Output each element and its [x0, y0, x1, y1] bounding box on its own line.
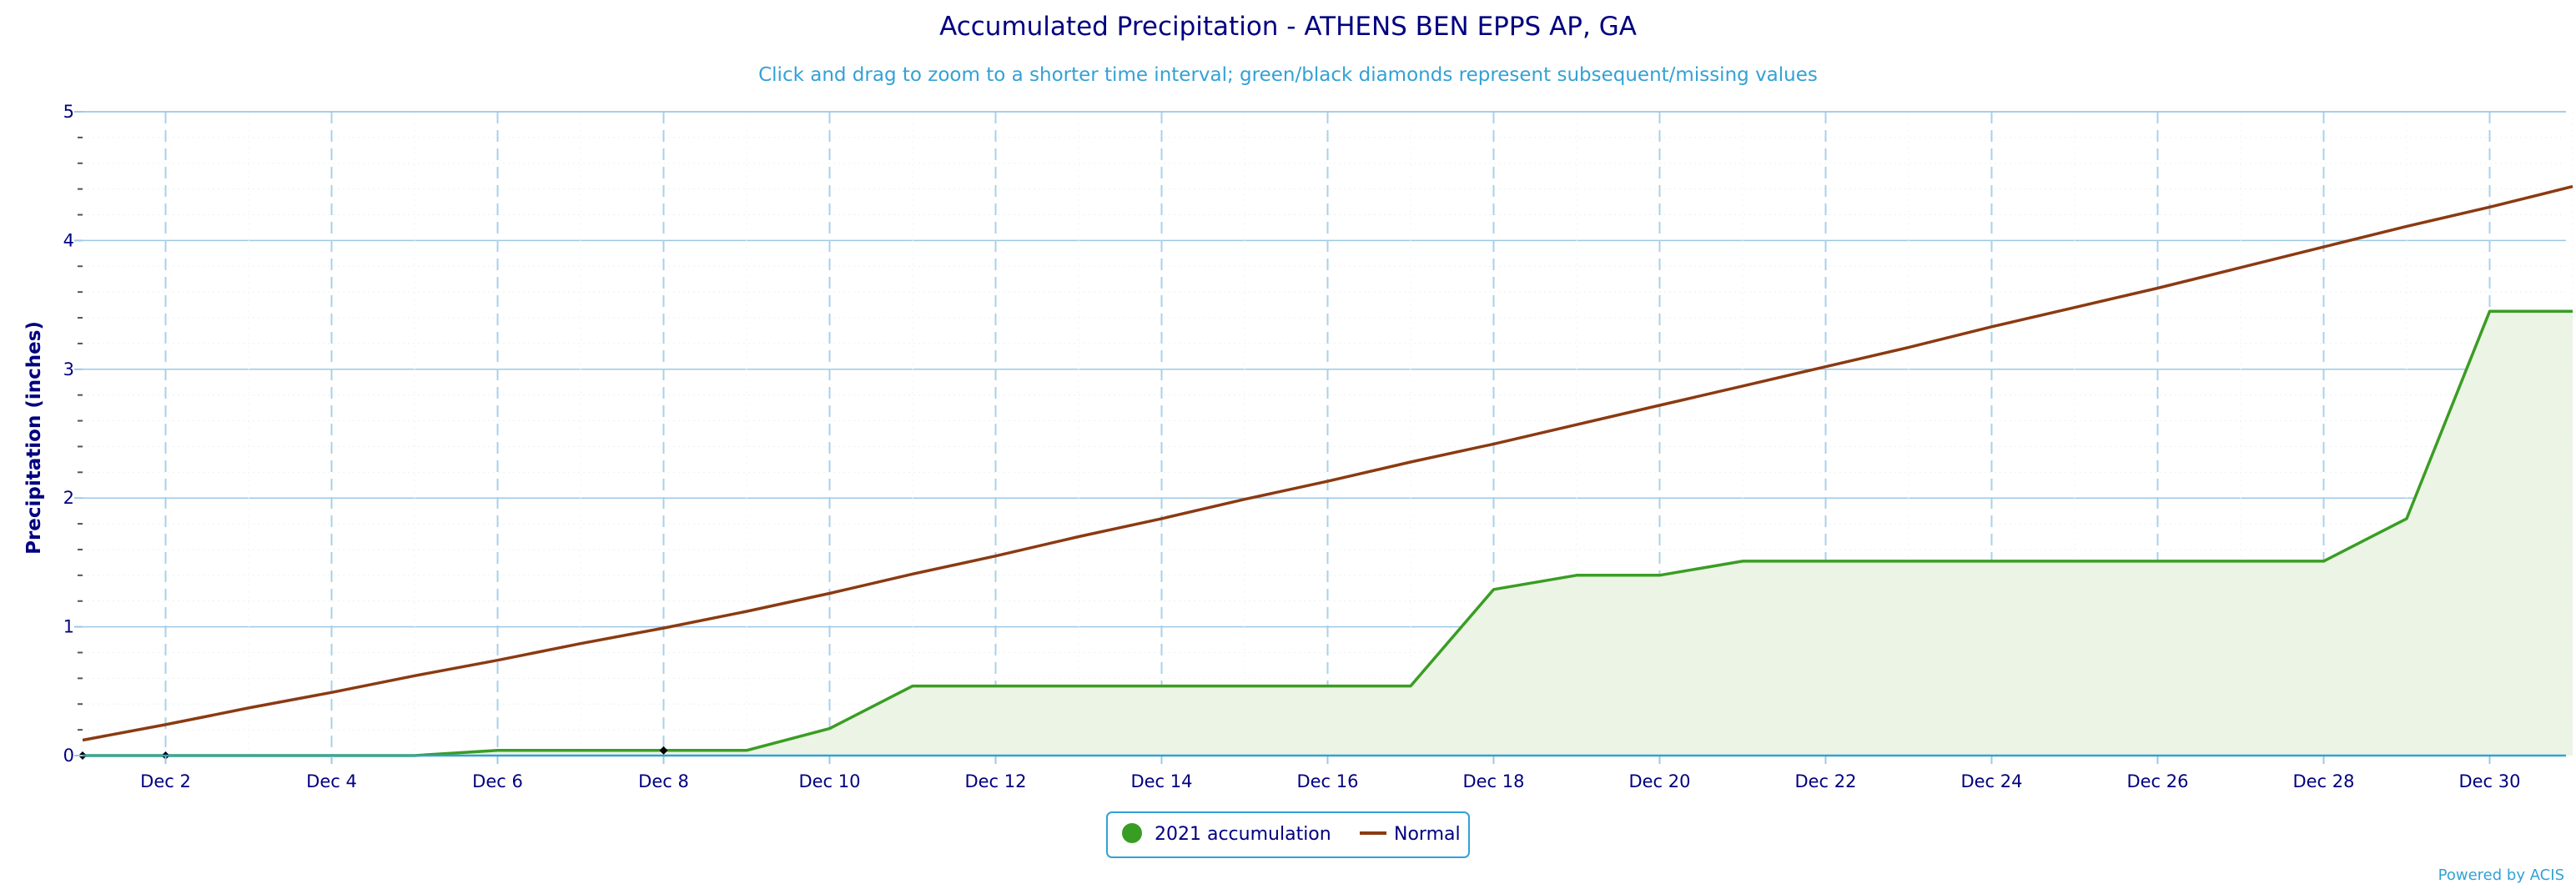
legend-box	[1106, 811, 1470, 858]
accumulation-area	[83, 311, 2573, 756]
y-tick-label: 4	[63, 230, 74, 250]
legend-circle-icon	[1122, 823, 1142, 843]
legend-label: Normal	[1394, 824, 1461, 845]
normal-line	[82, 184, 2573, 742]
x-tick-label: Dec 26	[2126, 771, 2188, 791]
chart-title: Accumulated Precipitation - ATHENS BEN E…	[939, 12, 1637, 42]
y-tick-label: 1	[63, 617, 74, 637]
x-tick-label: Dec 2	[140, 771, 191, 791]
y-axis-title: Precipitation (inches)	[23, 321, 45, 555]
x-tick-label: Dec 22	[1794, 771, 1856, 791]
y-tick-label: 0	[63, 746, 74, 766]
series	[82, 184, 2573, 757]
y-tick-label: 3	[63, 359, 74, 379]
legend[interactable]: 2021 accumulation Normal	[1106, 811, 1470, 858]
legend-label: 2021 accumulation	[1155, 824, 1331, 845]
x-tick-label: Dec 30	[2458, 771, 2520, 791]
x-tick-label: Dec 10	[798, 771, 860, 791]
legend-item-2021-accumulation[interactable]: 2021 accumulation	[1122, 823, 1331, 845]
y-tick-label: 5	[63, 102, 74, 122]
missing-value-marker	[659, 746, 668, 755]
y-tick-label: 2	[63, 488, 74, 508]
x-tick-label: Dec 18	[1462, 771, 1524, 791]
chart-subtitle: Click and drag to zoom to a shorter time…	[758, 64, 1818, 86]
2021-accumulation-line	[83, 309, 2573, 757]
x-tick-label: Dec 8	[638, 771, 689, 791]
x-tick-label: Dec 6	[472, 771, 523, 791]
x-tick-label: Dec 14	[1130, 771, 1192, 791]
legend-item-normal[interactable]: Normal	[1360, 824, 1461, 845]
x-tick-label: Dec 28	[2292, 771, 2354, 791]
axes: 0 1 2 3 4 5 Dec 2 Dec 4 Dec 6 Dec 8 Dec 10 Dec 12 De…	[63, 102, 2566, 791]
x-tick-label: Dec 4	[306, 771, 357, 791]
x-tick-label: Dec 12	[964, 771, 1026, 791]
x-tick-label: Dec 20	[1628, 771, 1690, 791]
x-tick-label: Dec 16	[1296, 771, 1358, 791]
credit-link[interactable]: Powered by ACIS	[2438, 866, 2564, 884]
area-fill	[83, 311, 2573, 756]
x-tick-label: Dec 24	[1960, 771, 2022, 791]
